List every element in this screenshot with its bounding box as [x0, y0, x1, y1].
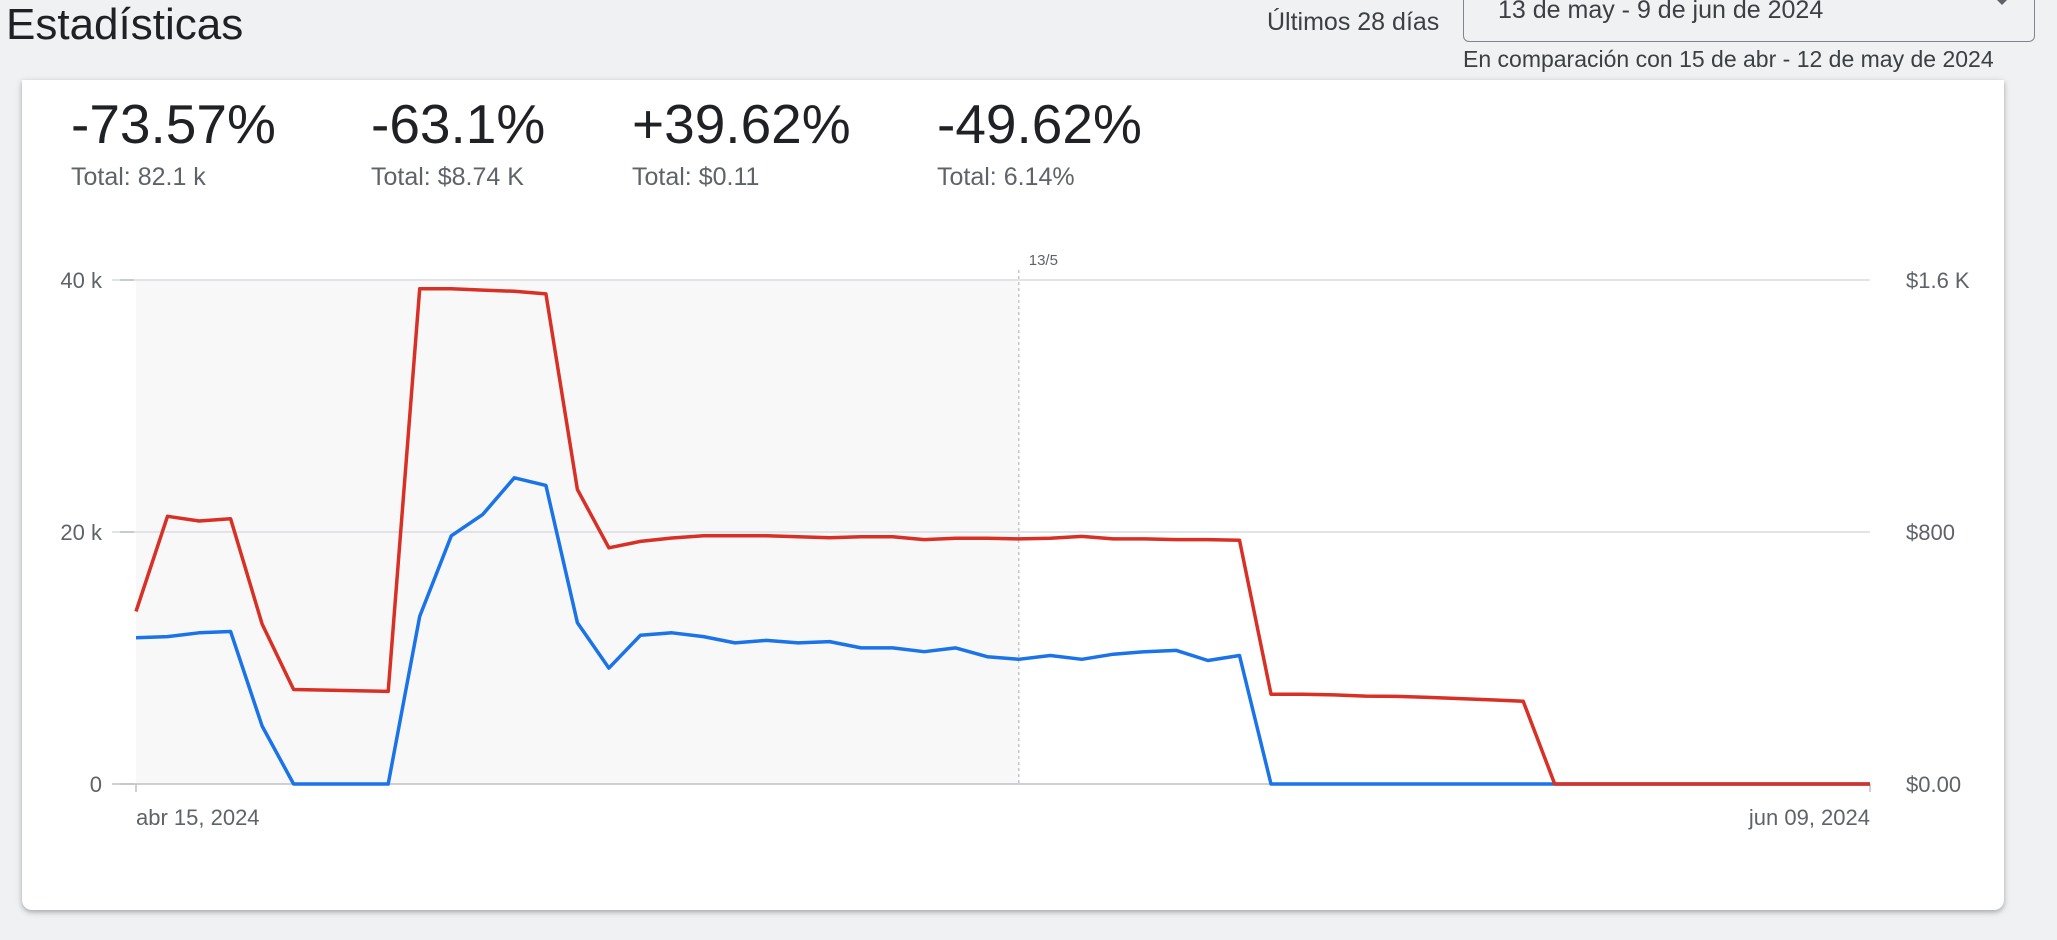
- stats-card: -73.57% Total: 82.1 k -63.1% Total: $8.7…: [22, 80, 2004, 910]
- date-range-select[interactable]: 13 de may - 9 de jun de 2024: [1463, 0, 2035, 42]
- comparison-text: En comparación con 15 de abr - 12 de may…: [1463, 46, 1994, 72]
- metric-1[interactable]: -73.57% Total: 82.1 k: [71, 94, 276, 192]
- date-range-value: 13 de may - 9 de jun de 2024: [1498, 0, 1824, 24]
- metric-3-total: Total: $0.11: [632, 162, 760, 191]
- metric-1-total: Total: 82.1 k: [71, 162, 206, 191]
- metric-4[interactable]: -49.62% Total: 6.14%: [937, 94, 1142, 192]
- metric-4-total: Total: 6.14%: [937, 162, 1075, 191]
- series-line-2: [134, 287, 1870, 786]
- x-start-label: abr 15, 2024: [136, 805, 260, 830]
- metric-3[interactable]: +39.62% Total: $0.11: [632, 94, 851, 192]
- y-right-tick-label: $1.6 K: [1906, 268, 1970, 293]
- y-left-tick-label: 20 k: [60, 520, 103, 545]
- page-title: Estadísticas: [6, 0, 244, 49]
- metric-2-total: Total: $8.74 K: [371, 162, 524, 191]
- line-chart: 0 20 k 40 k $0.00 $800 $1.6 K abr 15, 2024 jun …: [60, 252, 1970, 830]
- y-left-tick-label: 40 k: [60, 268, 103, 293]
- metric-1-change: -73.57%: [71, 93, 276, 155]
- x-end-label: jun 09, 2024: [1748, 805, 1870, 830]
- date-range-label: Últimos 28 días: [1267, 8, 1440, 36]
- y-left-tick-label: 0: [90, 772, 102, 797]
- y-right-tick-label: $800: [1906, 520, 1955, 545]
- metric-2-change: -63.1%: [371, 93, 546, 155]
- metric-3-change: +39.62%: [632, 93, 851, 155]
- metric-4-change: -49.62%: [937, 93, 1142, 155]
- metric-2[interactable]: -63.1% Total: $8.74 K: [371, 94, 545, 192]
- period-divider-label: 13/5: [1029, 252, 1058, 269]
- chevron-down-icon: [1992, 0, 2012, 5]
- y-right-tick-label: $0.00: [1906, 772, 1961, 797]
